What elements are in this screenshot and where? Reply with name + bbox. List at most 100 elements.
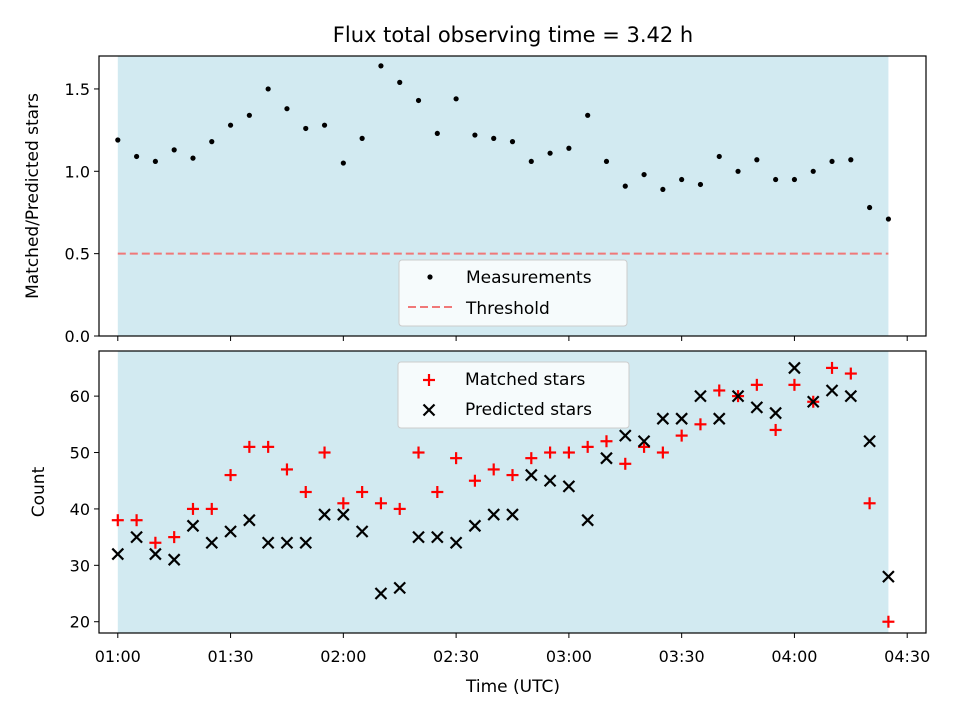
predicted-star-point xyxy=(318,508,331,521)
measurement-point xyxy=(603,158,610,165)
predicted-star-point xyxy=(261,536,275,550)
x-marker-b xyxy=(355,525,369,538)
x-marker-b xyxy=(468,519,482,533)
x-tick-label: 02:00 xyxy=(320,647,366,666)
measurement-point xyxy=(209,139,215,145)
matched-star-point xyxy=(318,446,331,459)
predicted-star-point xyxy=(412,530,425,544)
x-marker-b xyxy=(487,508,500,521)
x-marker-b xyxy=(863,434,876,448)
predicted-star-point xyxy=(299,536,313,550)
measurement-point xyxy=(829,158,835,165)
measurement-point xyxy=(810,168,816,174)
matched-star-point xyxy=(619,457,632,470)
matched-star-point xyxy=(600,435,613,448)
x-marker-b xyxy=(618,429,632,442)
measurement-point xyxy=(509,139,516,145)
matched-star-point xyxy=(374,497,387,510)
x-marker-b xyxy=(111,547,125,561)
measurement-point xyxy=(359,135,365,141)
predicted-star-point xyxy=(769,406,782,420)
measurement-point xyxy=(660,186,666,193)
x-marker-b xyxy=(562,480,576,493)
count-y-tick-label: 30 xyxy=(70,556,90,575)
x-axis-label: Time (UTC) xyxy=(465,677,560,697)
count-panel-frame xyxy=(98,350,927,634)
count-panel: 20 30 40 50 60 01:00 01:30 02:00 02:30 03:00 03:3… xyxy=(29,350,930,697)
measurement-point xyxy=(246,112,252,118)
measurement-point xyxy=(848,157,854,163)
count-y-tick-label: 40 xyxy=(70,500,90,519)
predicted-star-point xyxy=(487,508,500,521)
measurement-point xyxy=(227,122,234,128)
x-marker-b xyxy=(769,406,782,420)
x-marker-b xyxy=(280,536,294,550)
x-marker-b xyxy=(581,513,594,527)
x-marker-b xyxy=(205,536,219,550)
count-legend-box xyxy=(397,361,630,429)
predicted-star-point xyxy=(806,395,820,409)
count-y-axis-label: Count xyxy=(29,466,49,517)
ratio-legend: Measurements Threshold xyxy=(398,259,628,327)
matched-star-point xyxy=(882,615,895,628)
predicted-star-point xyxy=(167,553,181,566)
x-marker-b xyxy=(882,570,895,583)
count-y-tick-label: 50 xyxy=(70,444,90,463)
x-marker-b xyxy=(299,536,313,550)
ratio-y-axis-label: Matched/Predicted stars xyxy=(23,93,43,299)
measurement-point xyxy=(265,86,271,92)
measurement-point xyxy=(303,125,309,132)
x-marker-b xyxy=(731,389,745,403)
predicted-star-point xyxy=(712,412,726,425)
predicted-star-point xyxy=(675,412,688,425)
measurement-point xyxy=(791,176,798,183)
predicted-star-point xyxy=(882,570,895,583)
measurement-point xyxy=(415,97,422,104)
x-marker-b xyxy=(600,451,613,465)
matched-star-point xyxy=(205,502,218,515)
matched-star-point xyxy=(487,463,500,476)
predicted-star-point xyxy=(543,474,557,487)
matched-star-point xyxy=(562,446,575,459)
measurement-point xyxy=(885,216,892,222)
x-marker-b xyxy=(806,395,820,409)
measurement-point xyxy=(679,176,685,183)
matched-star-point xyxy=(224,469,237,482)
matched-star-point xyxy=(299,486,312,498)
predicted-star-point xyxy=(149,547,162,561)
x-tick-label: 01:30 xyxy=(208,647,254,666)
x-tick-label: 03:00 xyxy=(546,647,592,666)
predicted-star-point xyxy=(731,389,745,403)
matched-star-point xyxy=(525,452,538,465)
predicted-star-point xyxy=(224,525,237,538)
x-marker-b xyxy=(374,587,388,600)
measurement-point xyxy=(754,157,760,163)
x-marker-b xyxy=(656,412,670,425)
matched-star-point xyxy=(656,446,669,459)
x-marker-b xyxy=(261,536,275,550)
measurement-point xyxy=(340,160,346,166)
x-marker-b xyxy=(844,389,858,403)
legend-matched-marker xyxy=(423,374,435,386)
predicted-star-point xyxy=(468,519,482,533)
legend-threshold-label: Threshold xyxy=(465,299,550,319)
matched-star-point xyxy=(280,463,293,476)
predicted-star-point xyxy=(355,525,369,538)
x-marker-b xyxy=(825,384,839,397)
predicted-star-point xyxy=(205,536,219,550)
matched-star-point xyxy=(750,378,763,391)
x-marker-b xyxy=(449,536,463,550)
measurement-point xyxy=(622,183,628,189)
predicted-star-point xyxy=(637,434,651,448)
predicted-star-point xyxy=(186,519,200,533)
x-marker-b xyxy=(243,513,256,527)
x-tick-label: 02:30 xyxy=(433,647,479,666)
predicted-star-point xyxy=(506,508,519,521)
x-marker-b xyxy=(149,547,162,561)
matched-star-point xyxy=(393,502,406,515)
matched-star-point xyxy=(111,514,124,527)
matched-star-point xyxy=(581,440,594,453)
x-marker-b xyxy=(393,581,407,595)
measurement-point xyxy=(133,153,140,160)
measurement-point xyxy=(190,155,196,161)
